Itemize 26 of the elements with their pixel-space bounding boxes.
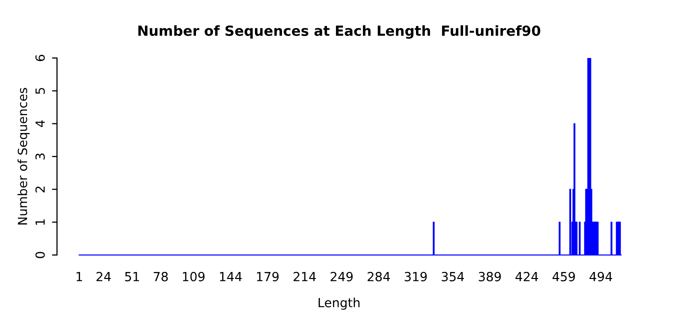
x-tick-label: 51 [125,272,139,282]
x-tick-label: 179 [257,272,279,282]
x-tick-label: 109 [182,272,205,282]
x-tick-label: 214 [294,272,316,282]
x-tick-label: 24 [96,272,111,282]
y-tick-label: 0 [35,252,45,258]
y-tick-label: 6 [35,54,45,62]
x-tick-label: 78 [154,272,168,282]
y-tick-label: 2 [35,186,45,192]
y-axis-title: Number of Sequences [18,88,30,224]
x-tick-label: 284 [368,272,390,282]
x-axis-title: Length [318,298,360,310]
y-tick-label: 3 [35,154,45,160]
x-tick-label: 144 [220,272,242,282]
x-tick-label: 354 [442,272,464,282]
x-tick-label: 1 [76,272,82,282]
y-tick-label: 1 [36,219,45,225]
x-tick-label: 494 [590,272,612,282]
x-tick-label: 249 [330,272,353,282]
x-tick-label: 424 [516,272,538,282]
x-tick-label: 389 [478,272,501,282]
y-tick-label: 5 [36,88,45,94]
x-tick-label: 319 [404,272,427,282]
chart-title: Number of Sequences at Each Length Full-uniref90 [138,25,540,39]
y-tick-label: 4 [36,120,45,128]
x-tick-label: 459 [552,272,575,282]
